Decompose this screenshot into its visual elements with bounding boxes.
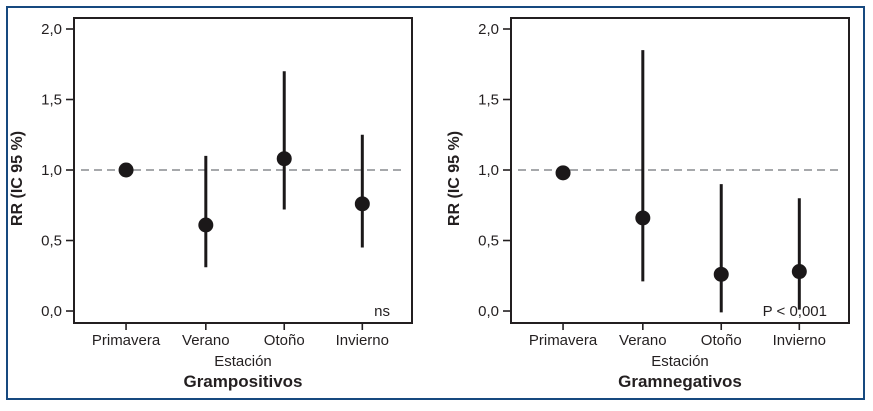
y-tick-label: 0,5 bbox=[41, 233, 62, 250]
chart-gramnegativos: 0,0 0,5 1,0 1,5 2,0 Primavera Verano Otoño Invie… bbox=[446, 17, 850, 391]
y-tick-label: 1,5 bbox=[41, 92, 62, 109]
x-tick-label: Otoño bbox=[701, 332, 742, 349]
y-tick-label: 0,0 bbox=[478, 303, 499, 320]
data-point bbox=[555, 165, 571, 181]
x-tick-label: Invierno bbox=[336, 332, 389, 349]
data-point bbox=[198, 217, 214, 233]
y-tick-label: 0,5 bbox=[478, 233, 499, 250]
y-tick-label: 1,0 bbox=[41, 162, 62, 179]
y-tick-label: 2,0 bbox=[41, 21, 62, 38]
x-tick-label: Verano bbox=[619, 332, 667, 349]
x-tick-label: Verano bbox=[182, 332, 230, 349]
y-tick-label: 1,0 bbox=[478, 162, 499, 179]
x-tick-label: Otoño bbox=[264, 332, 305, 349]
significance-annotation: P < 0,001 bbox=[763, 303, 827, 320]
data-point bbox=[713, 266, 729, 282]
data-point bbox=[354, 196, 370, 212]
chart-title: Gramnegativos bbox=[618, 372, 742, 391]
x-axis-label: Estación bbox=[214, 353, 272, 370]
y-tick-label: 0,0 bbox=[41, 303, 62, 320]
x-tick-label: Primavera bbox=[92, 332, 161, 349]
x-tick-label: Primavera bbox=[529, 332, 598, 349]
significance-annotation: ns bbox=[374, 303, 390, 320]
chart-title: Grampositivos bbox=[183, 372, 302, 391]
y-tick-label: 2,0 bbox=[478, 21, 499, 38]
data-point bbox=[635, 210, 651, 226]
data-point bbox=[791, 264, 807, 280]
y-tick-label: 1,5 bbox=[478, 92, 499, 109]
chart-grampositivos: 0,0 0,5 1,0 1,5 2,0 Primavera Verano Otoño Invie… bbox=[9, 17, 413, 391]
data-point bbox=[118, 162, 134, 178]
x-axis-label: Estación bbox=[651, 353, 709, 370]
y-axis-label: RR (IC 95 %) bbox=[9, 131, 26, 226]
y-axis-label: RR (IC 95 %) bbox=[446, 131, 463, 226]
x-tick-label: Invierno bbox=[773, 332, 826, 349]
data-point bbox=[276, 151, 292, 167]
